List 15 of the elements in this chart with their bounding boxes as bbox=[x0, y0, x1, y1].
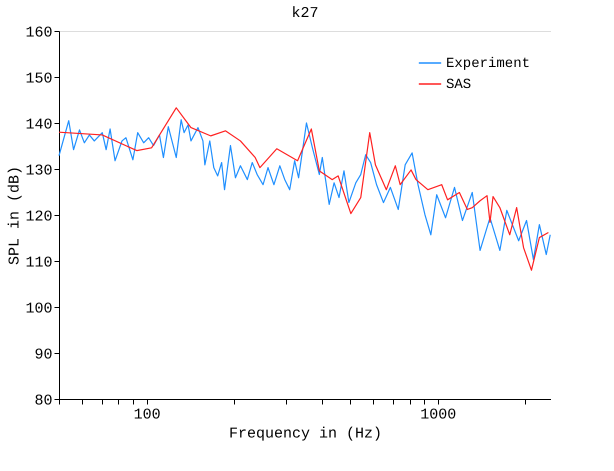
chart-title: k27 bbox=[291, 5, 319, 22]
y-axis-title: SPL in (dB) bbox=[6, 166, 24, 266]
y-tick-label: 150 bbox=[25, 70, 52, 88]
legend-label: SAS bbox=[446, 77, 472, 93]
y-tick-label: 100 bbox=[25, 300, 52, 318]
x-axis-title: Frequency in (Hz) bbox=[228, 426, 382, 442]
y-tick-label: 120 bbox=[25, 208, 52, 226]
y-tick-label: 80 bbox=[34, 392, 52, 410]
y-tick-label: 110 bbox=[25, 254, 52, 272]
legend-label: Experiment bbox=[446, 56, 530, 72]
y-tick-label: 130 bbox=[25, 162, 52, 180]
y-tick-label: 160 bbox=[25, 24, 52, 42]
y-tick-label: 140 bbox=[25, 116, 52, 134]
x-tick-label: 1000 bbox=[420, 406, 456, 424]
y-tick-label: 90 bbox=[34, 346, 52, 364]
